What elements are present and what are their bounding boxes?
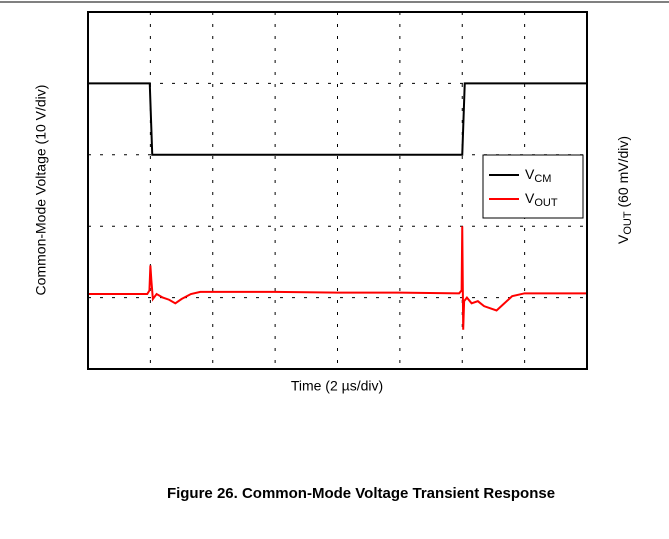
legend-box	[482, 154, 584, 219]
y-axis-label: Common-Mode Voltage (10 V/div)	[33, 85, 49, 296]
series-line	[88, 82, 587, 156]
figure-caption: Figure 26. Common-Mode Voltage Transient…	[167, 485, 555, 502]
plot-frame	[87, 11, 588, 370]
legend-label: VOUT	[525, 190, 558, 209]
legend-label: VCM	[525, 166, 551, 185]
y2-axis-label: VOUT (60 mV/div)	[615, 136, 634, 244]
series-line	[88, 226, 587, 330]
x-axis-label: Time (2 µs/div)	[291, 378, 383, 394]
